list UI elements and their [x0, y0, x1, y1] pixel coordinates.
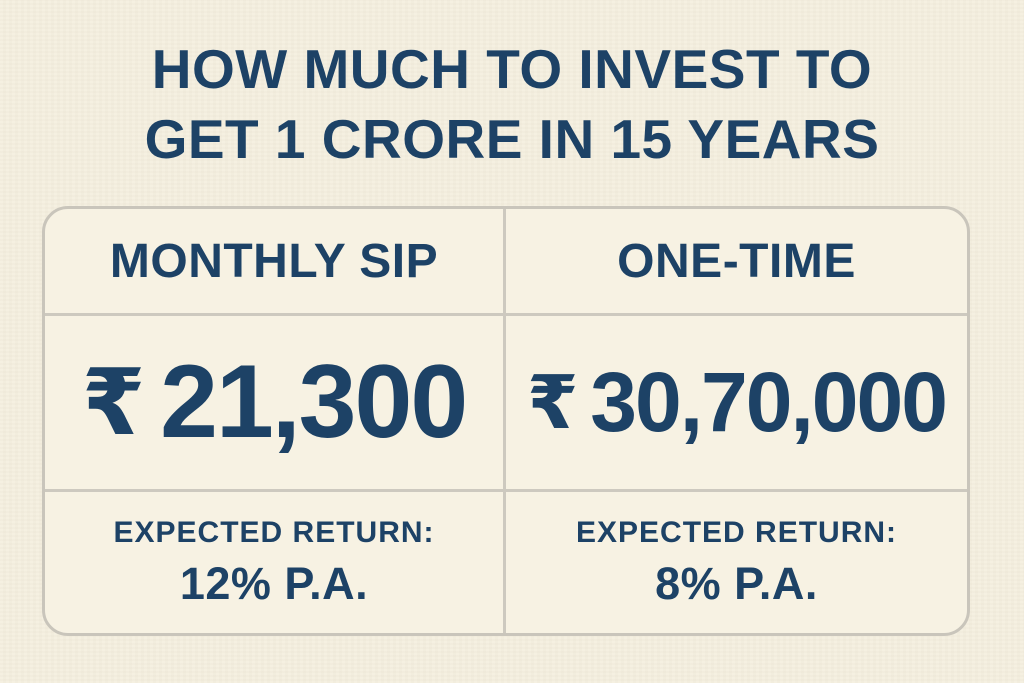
monthly-sip-return-cell: EXPECTED RETURN: 12% P.A.: [45, 492, 506, 633]
monthly-sip-amount: 21,300: [160, 344, 468, 460]
one-time-return-value: 8% P.A.: [655, 557, 818, 609]
investment-comparison-table: MONTHLY SIP ONE-TIME ₹ 21,300 ₹ 30,70,00…: [42, 206, 970, 636]
column-header-one-time: ONE-TIME: [506, 209, 967, 316]
column-header-monthly-sip: MONTHLY SIP: [45, 209, 506, 316]
one-time-return-label: EXPECTED RETURN:: [575, 515, 898, 549]
monthly-sip-return-value: 12% P.A.: [179, 557, 369, 609]
title-line-1: HOW MUCH TO INVEST TO: [151, 38, 873, 100]
one-time-return-cell: EXPECTED RETURN: 8% P.A.: [506, 492, 967, 633]
monthly-sip-return-label: EXPECTED RETURN:: [113, 515, 435, 549]
one-time-header-label: ONE-TIME: [617, 234, 856, 288]
rupee-currency-icon: ₹: [81, 352, 146, 454]
monthly-sip-header-label: MONTHLY SIP: [109, 234, 439, 288]
title-line-2: GET 1 CRORE IN 15 YEARS: [144, 108, 880, 171]
infographic-title: HOW MUCH TO INVEST TO GET 1 CRORE IN 15 …: [0, 34, 1024, 175]
monthly-sip-amount-cell: ₹ 21,300: [45, 316, 506, 492]
one-time-amount-cell: ₹ 30,70,000: [506, 316, 967, 492]
one-time-amount: 30,70,000: [590, 355, 948, 449]
rupee-currency-icon: ₹: [527, 360, 579, 444]
